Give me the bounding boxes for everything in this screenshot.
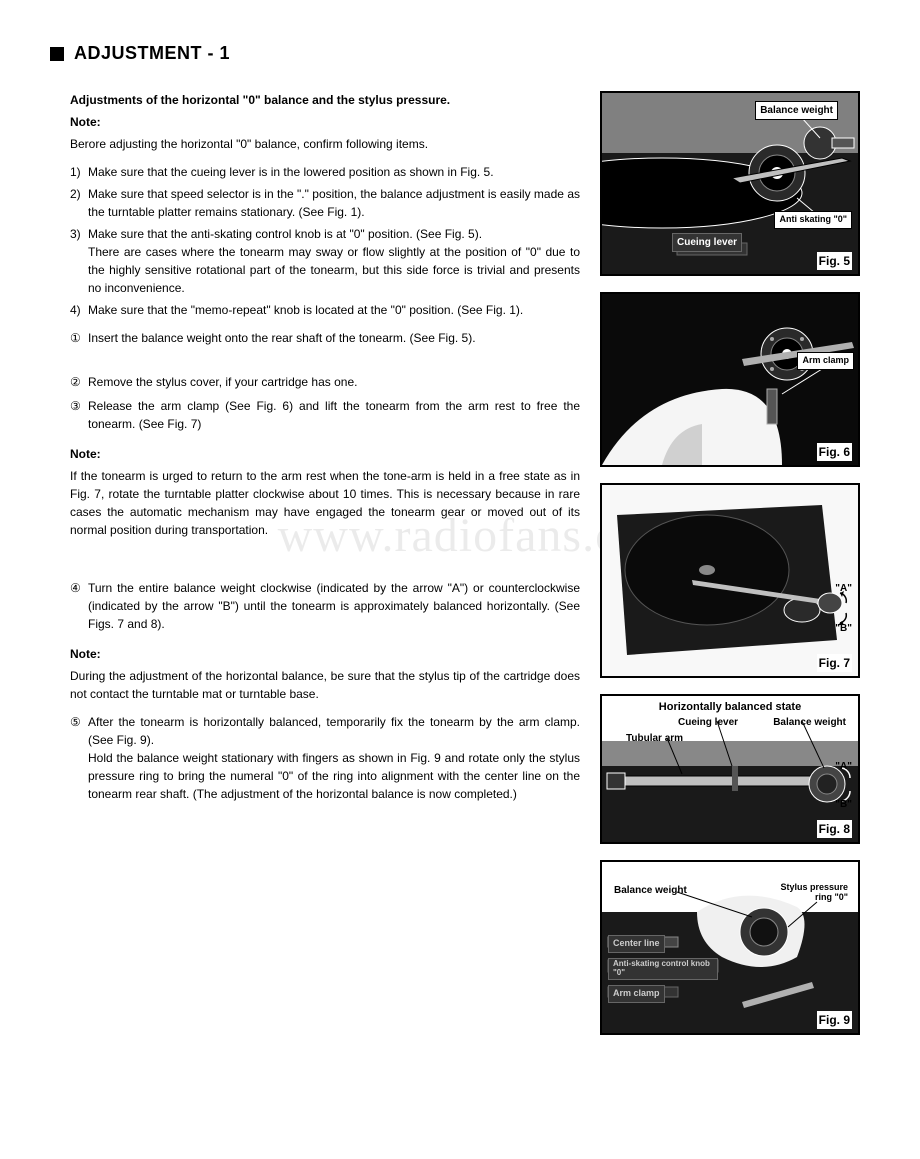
item-text: Make sure that speed selector is in the … bbox=[88, 185, 580, 221]
note-label: Note: bbox=[70, 445, 580, 463]
figure-caption: Fig. 8 bbox=[817, 820, 852, 838]
circled-number-icon: ① bbox=[70, 329, 88, 347]
item-text: Make sure that the cueing lever is in th… bbox=[88, 163, 580, 181]
callout-arrow-a: "A" bbox=[831, 580, 856, 597]
circled-number-icon: ④ bbox=[70, 579, 88, 633]
callout-arm-clamp: Arm clamp bbox=[608, 985, 665, 1003]
two-column-layout: Adjustments of the horizontal "0" balanc… bbox=[50, 91, 870, 1035]
callout-stylus-ring: Stylus pressure ring "0" bbox=[764, 882, 852, 904]
figure-9: Balance weight Stylus pressure ring "0" … bbox=[600, 860, 860, 1035]
page: www.radiofans.cn ADJUSTMENT - 1 Adjustme… bbox=[50, 40, 870, 1035]
figure-caption: Fig. 9 bbox=[817, 1011, 852, 1029]
figure-caption: Fig. 6 bbox=[817, 443, 852, 461]
item-text: Remove the stylus cover, if your cartrid… bbox=[88, 373, 580, 391]
item-number: 4) bbox=[70, 301, 88, 319]
item-text: Make sure that the anti-skating control … bbox=[88, 225, 580, 297]
note-label: Note: bbox=[70, 113, 580, 131]
item-number: 1) bbox=[70, 163, 88, 181]
callout-balance-weight: Balance weight bbox=[755, 101, 838, 120]
figure-caption: Fig. 7 bbox=[817, 654, 852, 672]
list-item: 3) Make sure that the anti-skating contr… bbox=[70, 225, 580, 297]
circled-number-icon: ⑤ bbox=[70, 713, 88, 803]
callout-anti-skating: Anti-skating control knob "0" bbox=[608, 958, 718, 980]
figure-column: Balance weight Anti skating "0" Cueing l… bbox=[600, 91, 860, 1035]
figure-7: "A" "B" Fig. 7 bbox=[600, 483, 860, 678]
list-item: ④ Turn the entire balance weight clockwi… bbox=[70, 579, 580, 633]
section-header: ADJUSTMENT - 1 bbox=[50, 40, 870, 67]
intro-heading: Adjustments of the horizontal "0" balanc… bbox=[70, 91, 580, 109]
circled-list: ⑤ After the tonearm is horizontally bala… bbox=[70, 713, 580, 803]
circled-number-icon: ③ bbox=[70, 397, 88, 433]
callout-tubular-arm: Tubular arm bbox=[622, 730, 687, 747]
callout-arm-clamp: Arm clamp bbox=[797, 352, 854, 370]
figure-6: Arm clamp Fig. 6 bbox=[600, 292, 860, 467]
note-text: During the adjustment of the horizontal … bbox=[70, 667, 580, 703]
figure-caption: Fig. 5 bbox=[817, 252, 852, 270]
text-column: Adjustments of the horizontal "0" balanc… bbox=[50, 91, 580, 1035]
callout-cueing-lever: Cueing lever bbox=[672, 233, 742, 252]
item-text: Insert the balance weight onto the rear … bbox=[88, 329, 580, 347]
list-item: ③ Release the arm clamp (See Fig. 6) and… bbox=[70, 397, 580, 433]
item-number: 2) bbox=[70, 185, 88, 221]
note-label: Note: bbox=[70, 645, 580, 663]
header-bullet-icon bbox=[50, 47, 64, 61]
list-item: 2) Make sure that speed selector is in t… bbox=[70, 185, 580, 221]
item-text: Release the arm clamp (See Fig. 6) and l… bbox=[88, 397, 580, 433]
callout-arrow-b: "B" bbox=[831, 620, 856, 637]
callout-balance-weight: Balance weight bbox=[610, 882, 691, 899]
callout-arrow-a: "A" bbox=[831, 758, 856, 775]
circled-number-icon: ② bbox=[70, 373, 88, 391]
figure-5: Balance weight Anti skating "0" Cueing l… bbox=[600, 91, 860, 276]
circled-list: ① Insert the balance weight onto the rea… bbox=[70, 329, 580, 433]
callout-anti-skating: Anti skating "0" bbox=[774, 211, 852, 229]
callout-arrow-b: "B" bbox=[831, 796, 856, 813]
item-number: 3) bbox=[70, 225, 88, 297]
callout-balance-weight: Balance weight bbox=[769, 714, 850, 731]
callout-cueing-lever: Cueing lever bbox=[674, 714, 742, 731]
note-text: If the tonearm is urged to return to the… bbox=[70, 467, 580, 539]
list-item: 1) Make sure that the cueing lever is in… bbox=[70, 163, 580, 181]
header-title: ADJUSTMENT - 1 bbox=[74, 40, 230, 67]
list-item: ① Insert the balance weight onto the rea… bbox=[70, 329, 580, 347]
circled-list: ④ Turn the entire balance weight clockwi… bbox=[70, 579, 580, 633]
list-item: ② Remove the stylus cover, if your cartr… bbox=[70, 373, 580, 391]
list-item: 4) Make sure that the "memo-repeat" knob… bbox=[70, 301, 580, 319]
figure-8: Horizontally balanced state Cueing lever… bbox=[600, 694, 860, 844]
list-item: ⑤ After the tonearm is horizontally bala… bbox=[70, 713, 580, 803]
item-text: Turn the entire balance weight clockwise… bbox=[88, 579, 580, 633]
item-text: After the tonearm is horizontally balanc… bbox=[88, 713, 580, 803]
item-text: Make sure that the "memo-repeat" knob is… bbox=[88, 301, 580, 319]
numbered-list: 1) Make sure that the cueing lever is in… bbox=[70, 163, 580, 319]
callout-center-line: Center line bbox=[608, 935, 665, 953]
note-text: Berore adjusting the horizontal "0" bala… bbox=[70, 135, 580, 153]
